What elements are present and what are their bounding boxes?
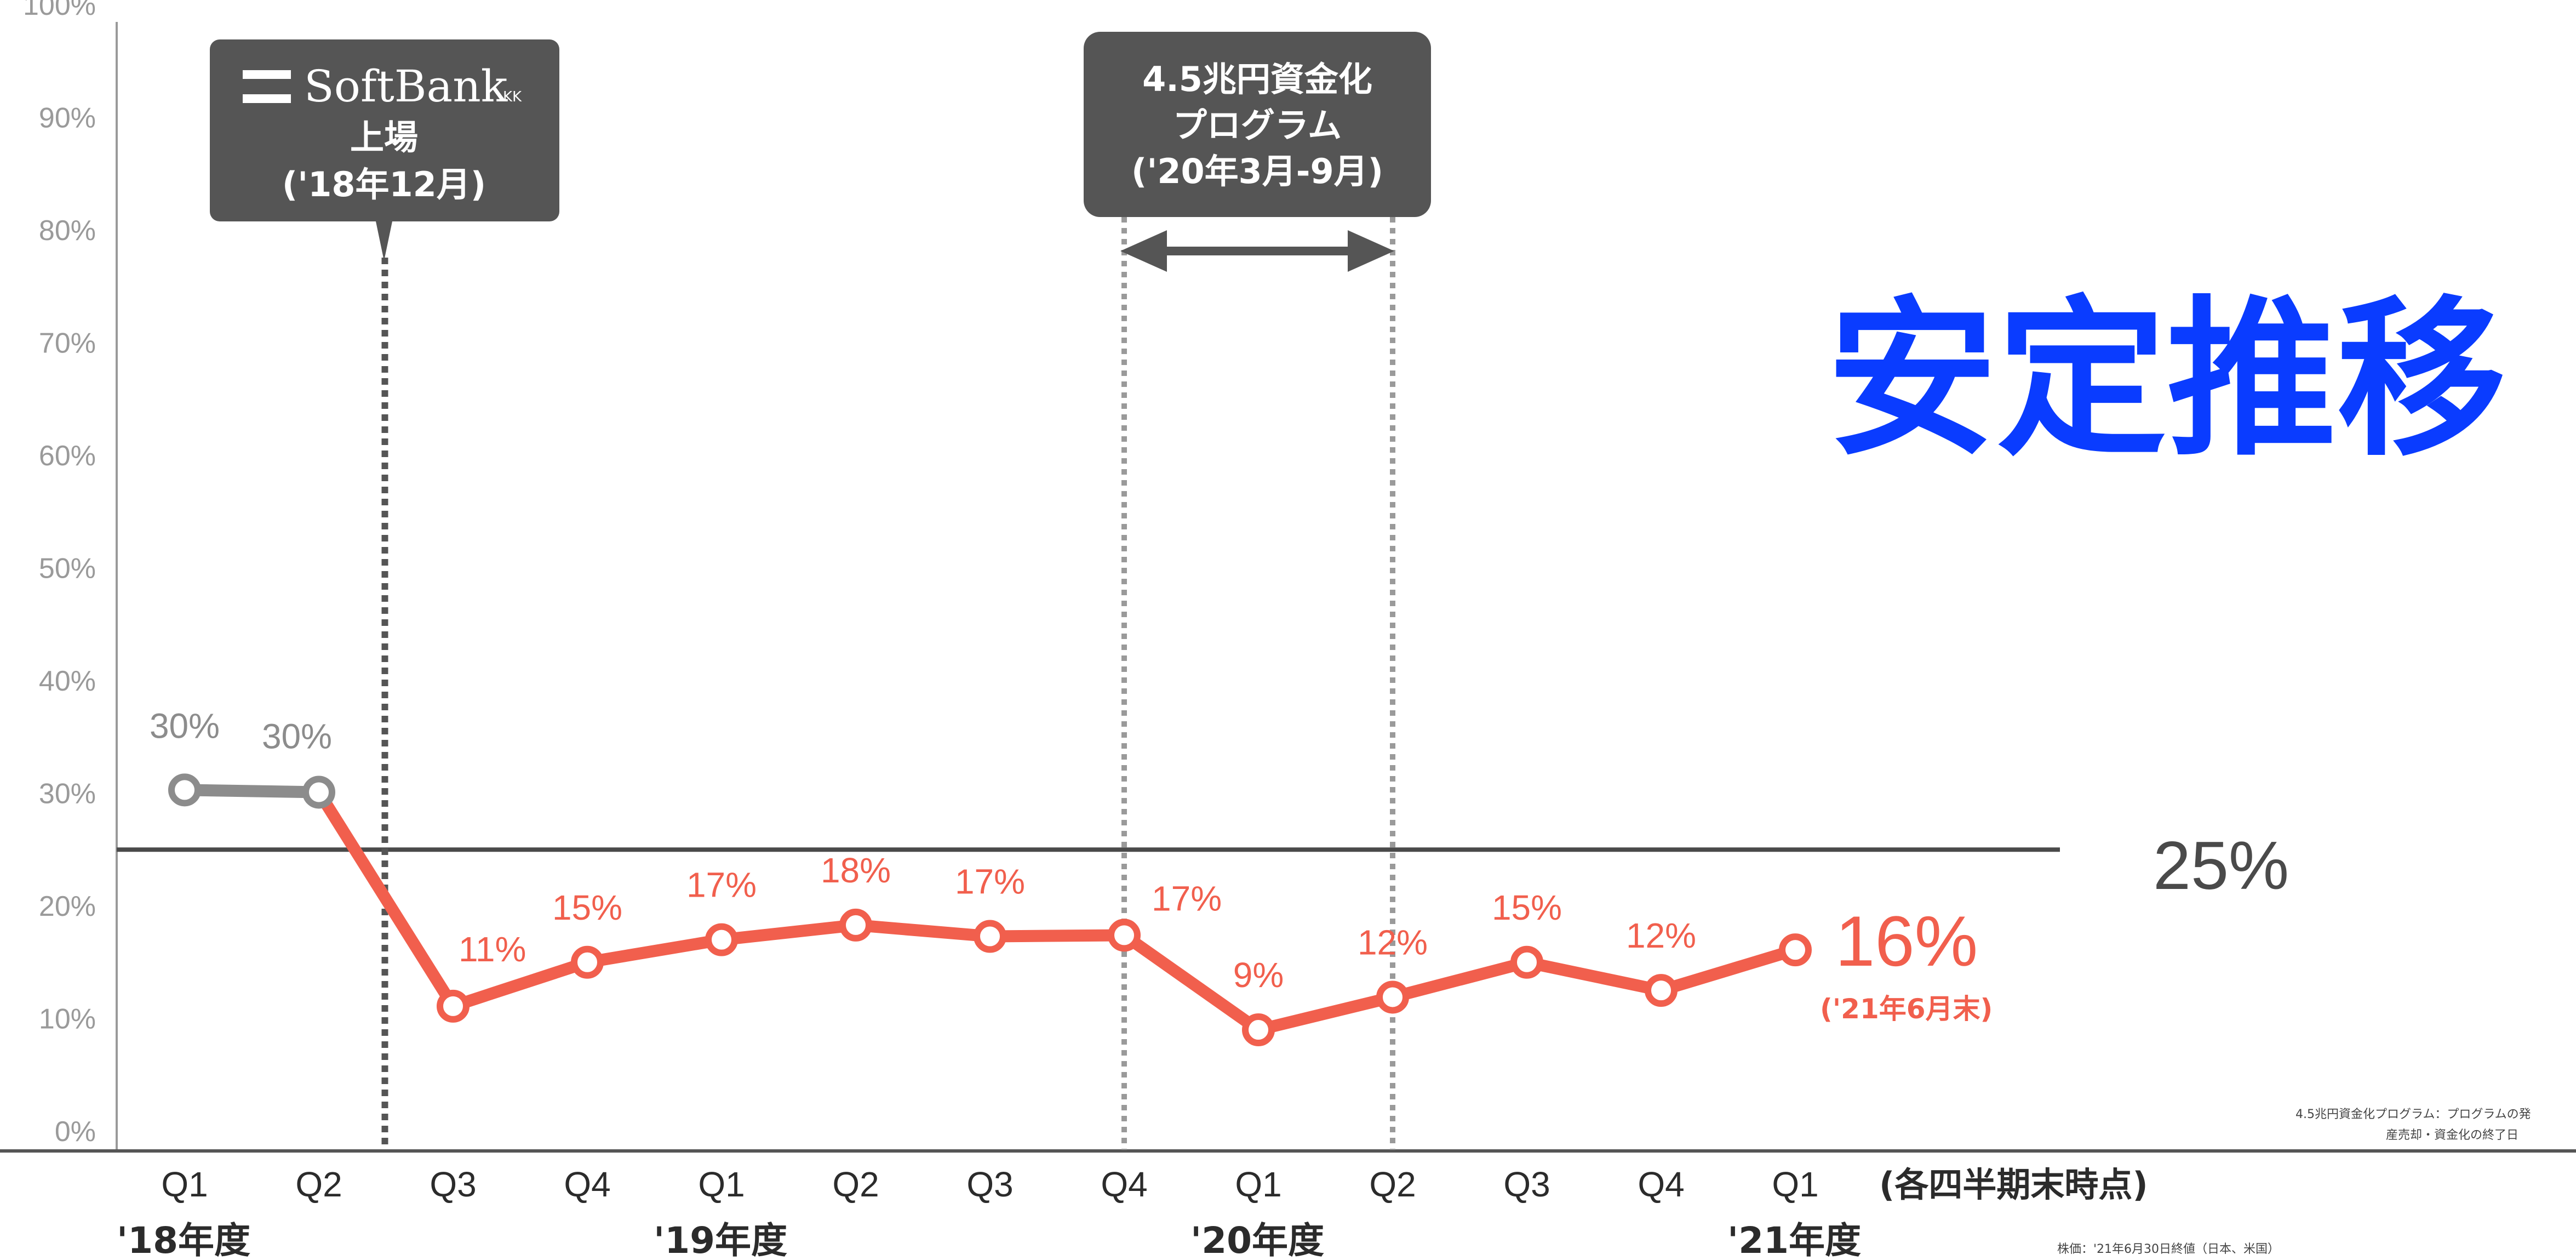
program-footnote-line1: 4.5兆円資金化プログラム：プログラムの発 <box>2295 1108 2531 1121</box>
softbank-logo-suffix: KK <box>503 89 522 105</box>
y-tick-labels: 0% 10% 20% 30% 40% 50% 60% 70% 80% 90% 100% <box>23 0 96 1148</box>
listing-callout-line2: ('18年12月) <box>282 164 486 204</box>
y-tick-label: 50% <box>39 553 96 585</box>
y-tick-label: 70% <box>39 328 96 360</box>
y-tick-label: 80% <box>39 215 96 247</box>
data-label: 30% <box>262 716 332 756</box>
data-point <box>571 945 604 979</box>
y-tick-label: 90% <box>39 102 96 134</box>
data-point <box>1376 980 1409 1014</box>
program-callout-line1: 4.5兆円資金化 <box>1142 59 1372 99</box>
data-point <box>1779 933 1812 967</box>
data-point <box>705 923 738 956</box>
data-label: 17% <box>955 862 1025 901</box>
x-tick-label: Q3 <box>966 1165 1013 1204</box>
x-tick-label: Q1 <box>161 1165 208 1204</box>
data-label: 12% <box>1626 916 1696 955</box>
y-tick-label: 30% <box>39 778 96 810</box>
y-tick-label: 10% <box>39 1004 96 1035</box>
data-point <box>974 920 1006 953</box>
x-tick-label: Q1 <box>1772 1165 1818 1204</box>
period-markers <box>381 217 1395 1150</box>
y-tick-label: 60% <box>39 440 96 472</box>
x-unit-note: (各四半期末時点) <box>1879 1165 2148 1205</box>
data-point <box>437 989 470 1023</box>
year-label-18: '18年度 <box>117 1219 250 1260</box>
y-tick-label: 0% <box>55 1116 96 1148</box>
softbank-logo-bar-top <box>243 70 291 79</box>
x-tick-label: Q1 <box>698 1165 745 1204</box>
series-line-1 <box>313 786 1801 1036</box>
data-points <box>168 773 1812 1047</box>
x-tick-label: Q1 <box>1235 1165 1281 1204</box>
data-label: 11% <box>459 930 526 969</box>
arrow-head-left <box>1120 230 1167 272</box>
x-tick-label: Q2 <box>295 1165 342 1204</box>
program-range-arrow <box>1120 230 1394 272</box>
x-tick-label: Q4 <box>564 1165 610 1204</box>
data-label: 12% <box>1358 922 1428 962</box>
x-tick-label: Q4 <box>1101 1165 1147 1204</box>
data-point <box>302 776 335 809</box>
price-footnote: 株価：'21年6月30日終値（日本、米国） <box>2057 1242 2280 1256</box>
y-tick-label: 100% <box>23 0 96 21</box>
headline: 安定推移 <box>1827 281 2506 479</box>
data-label: 9% <box>1233 955 1284 995</box>
data-point <box>1242 1013 1275 1047</box>
softbank-logo-bar-bottom <box>243 94 291 103</box>
year-label-19: '19年度 <box>654 1219 787 1260</box>
x-tick-labels: Q1 Q2 Q3 Q4 Q1 Q2 Q3 Q4 Q1 Q2 Q3 Q4 Q1 <box>161 1165 1818 1204</box>
series-lines <box>179 784 1801 1036</box>
listing-callout-line1: 上場 <box>350 117 418 157</box>
program-footnote-line2: 産売却・資金化の終了日 <box>2386 1128 2518 1142</box>
data-label: 15% <box>552 888 622 927</box>
last-point-big-label: 16% <box>1835 901 1978 981</box>
x-tick-label: Q2 <box>1369 1165 1416 1204</box>
data-point <box>839 908 872 942</box>
program-callout-box <box>1084 32 1431 217</box>
data-label: 18% <box>821 851 891 890</box>
listing-callout-box <box>210 39 559 221</box>
x-tick-label: Q3 <box>430 1165 476 1204</box>
data-point <box>1645 974 1678 1007</box>
series-line-0 <box>179 784 325 799</box>
data-label: 17% <box>1152 879 1222 918</box>
threshold-label: 25% <box>2153 828 2289 904</box>
data-labels: 30% 30% 11% 15% 17% 18% 17% 17% 9% 12% 15% 12% <box>150 706 1696 995</box>
listing-callout-pointer <box>376 221 392 261</box>
y-tick-label: 40% <box>39 665 96 697</box>
x-tick-label: Q3 <box>1503 1165 1550 1204</box>
last-point-sub-label: ('21年6月末) <box>1820 993 1993 1025</box>
x-tick-label: Q2 <box>832 1165 879 1204</box>
data-point <box>1510 945 1543 979</box>
program-callout: 4.5兆円資金化 プログラム ('20年3月-9月) <box>1084 32 1431 217</box>
program-callout-line2: プログラム <box>1173 105 1342 145</box>
year-label-20: '20年度 <box>1190 1219 1324 1260</box>
program-callout-line3: ('20年3月-9月) <box>1131 151 1383 191</box>
year-label-21: '21年度 <box>1727 1219 1861 1260</box>
listing-callout: SoftBank KK 上場 ('18年12月) <box>210 39 559 261</box>
data-point <box>168 773 201 807</box>
data-label: 17% <box>686 865 757 905</box>
data-label: 15% <box>1492 888 1562 927</box>
arrow-head-right <box>1348 230 1394 272</box>
data-point <box>1108 919 1141 952</box>
y-tick-label: 20% <box>39 891 96 922</box>
x-tick-label: Q4 <box>1638 1165 1684 1204</box>
data-label: 30% <box>150 706 220 745</box>
softbank-logo-text: SoftBank <box>304 61 508 112</box>
